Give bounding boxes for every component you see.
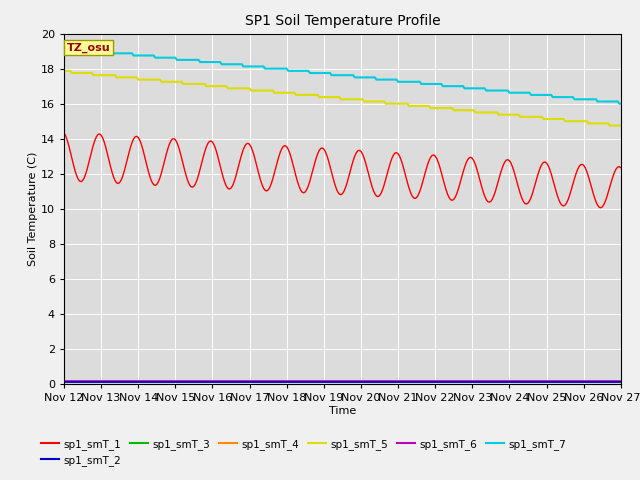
Title: SP1 Soil Temperature Profile: SP1 Soil Temperature Profile <box>244 14 440 28</box>
Legend: sp1_smT_1, sp1_smT_2, sp1_smT_3, sp1_smT_4, sp1_smT_5, sp1_smT_6, sp1_smT_7: sp1_smT_1, sp1_smT_2, sp1_smT_3, sp1_smT… <box>36 435 570 470</box>
X-axis label: Time: Time <box>329 406 356 416</box>
Text: TZ_osu: TZ_osu <box>67 42 111 53</box>
Y-axis label: Soil Temperature (C): Soil Temperature (C) <box>28 152 38 266</box>
